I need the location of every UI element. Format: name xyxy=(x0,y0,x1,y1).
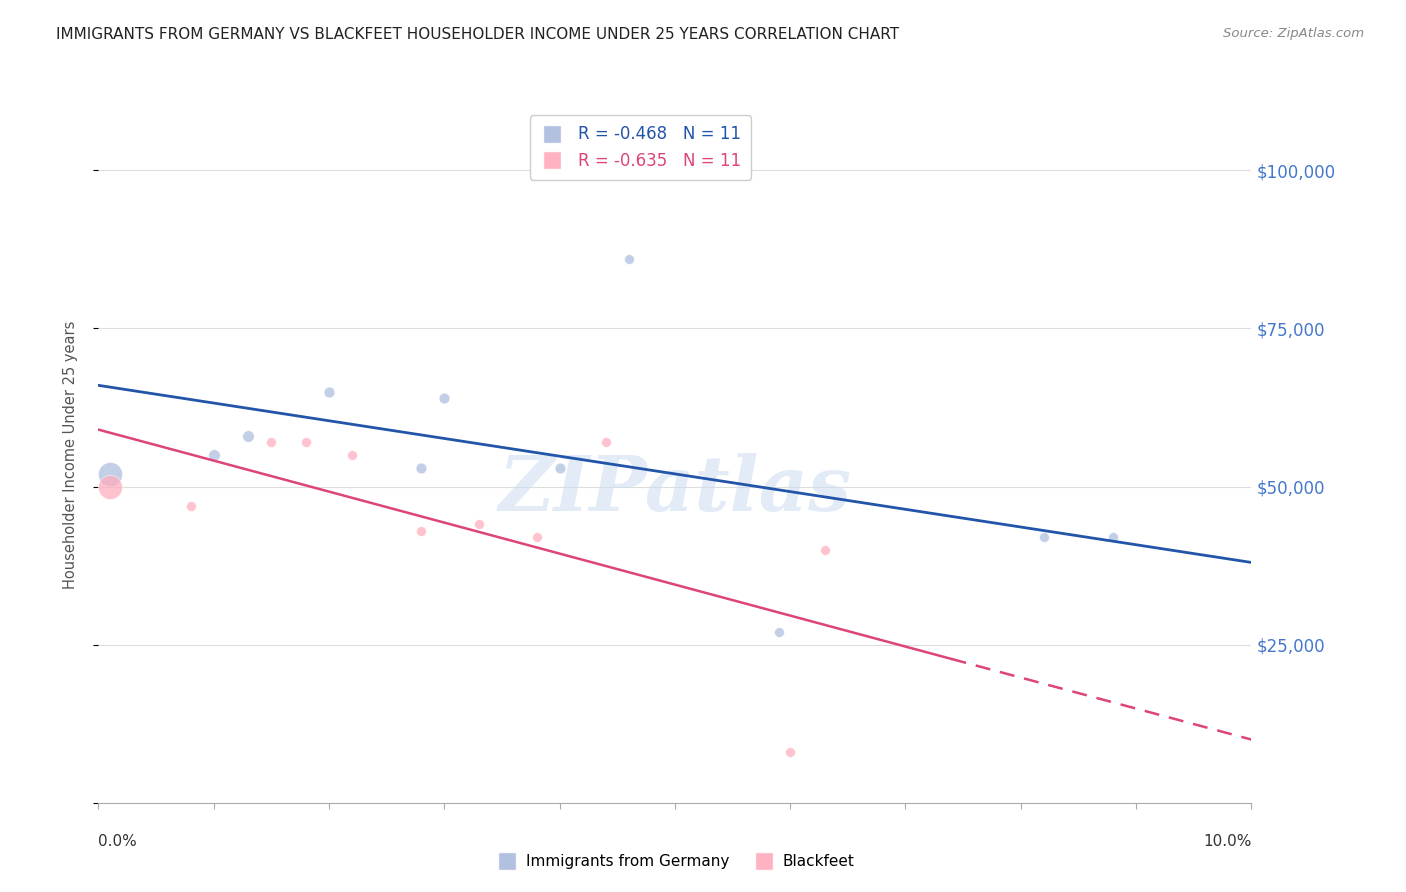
Point xyxy=(548,460,571,475)
Point xyxy=(768,625,790,640)
Point xyxy=(98,467,121,481)
Text: ZIPatlas: ZIPatlas xyxy=(498,453,852,526)
Point xyxy=(1102,530,1125,544)
Point xyxy=(433,391,456,405)
Point xyxy=(779,745,801,759)
Text: Source: ZipAtlas.com: Source: ZipAtlas.com xyxy=(1223,27,1364,40)
Point xyxy=(98,479,121,493)
Point xyxy=(411,460,433,475)
Point xyxy=(468,517,491,532)
Point xyxy=(1032,530,1054,544)
Point xyxy=(814,542,837,557)
Point xyxy=(595,435,617,450)
Legend: Immigrants from Germany, Blackfeet: Immigrants from Germany, Blackfeet xyxy=(489,848,860,875)
Text: IMMIGRANTS FROM GERMANY VS BLACKFEET HOUSEHOLDER INCOME UNDER 25 YEARS CORRELATI: IMMIGRANTS FROM GERMANY VS BLACKFEET HOU… xyxy=(56,27,900,42)
Point xyxy=(260,435,283,450)
Point xyxy=(238,429,260,443)
Text: 0.0%: 0.0% xyxy=(98,834,138,849)
Point xyxy=(318,384,340,399)
Point xyxy=(340,448,363,462)
Text: 10.0%: 10.0% xyxy=(1204,834,1251,849)
Point xyxy=(295,435,318,450)
Legend: R = -0.468   N = 11, R = -0.635   N = 11: R = -0.468 N = 11, R = -0.635 N = 11 xyxy=(530,115,751,179)
Point xyxy=(180,499,202,513)
Point xyxy=(202,448,225,462)
Point xyxy=(411,524,433,538)
Point xyxy=(526,530,548,544)
Point xyxy=(617,252,640,266)
Y-axis label: Householder Income Under 25 years: Householder Income Under 25 years xyxy=(63,321,77,589)
